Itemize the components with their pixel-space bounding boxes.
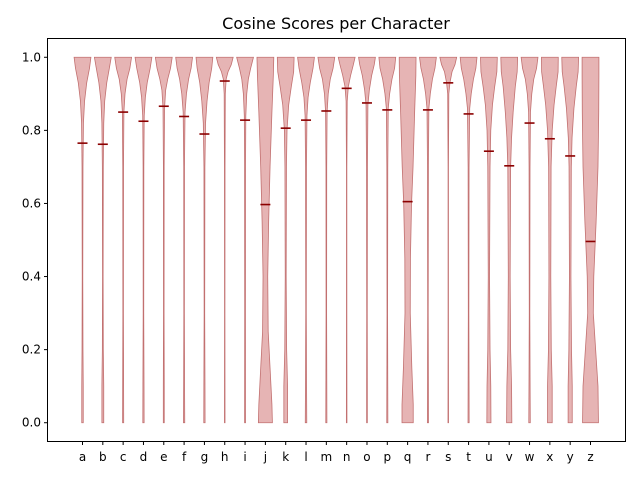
violin-h <box>215 56 234 424</box>
medians-group <box>77 80 596 243</box>
y-axis: 0.0 0.2 0.4 0.6 0.8 1.0 <box>22 50 48 430</box>
violin-k <box>276 56 295 424</box>
y-tick-label-0.4: 0.4 <box>22 270 41 284</box>
violin-r <box>419 56 437 424</box>
y-tick-label-0.2: 0.2 <box>22 343 41 357</box>
violin-p <box>378 56 397 424</box>
violin-n <box>337 56 356 424</box>
x-tick-label-f: f <box>182 450 187 464</box>
x-tick-label-w: w <box>525 450 535 464</box>
x-tick-label-i: i <box>243 450 246 464</box>
x-tick-label-e: e <box>160 450 167 464</box>
violin-o <box>358 56 376 424</box>
x-tick-label-y: y <box>567 450 574 464</box>
violin-d <box>134 56 153 424</box>
x-tick-label-g: g <box>201 450 209 464</box>
violin-m <box>317 56 336 424</box>
violin-q <box>398 56 417 424</box>
violin-g <box>195 56 214 424</box>
violin-c <box>114 56 133 424</box>
x-tick-label-r: r <box>425 450 430 464</box>
y-tick-label-0.0: 0.0 <box>22 416 41 430</box>
x-tick-label-k: k <box>282 450 289 464</box>
x-tick-label-m: m <box>320 450 332 464</box>
x-tick-label-l: l <box>304 450 307 464</box>
chart-title: Cosine Scores per Character <box>222 14 450 33</box>
violin-u <box>480 56 498 424</box>
y-tick-label-0.8: 0.8 <box>22 123 41 137</box>
violin-e <box>154 56 173 424</box>
x-tick-label-u: u <box>485 450 493 464</box>
x-tick-label-v: v <box>506 450 513 464</box>
violin-w <box>520 56 539 424</box>
x-tick-label-z: z <box>587 450 593 464</box>
violin-t <box>459 56 478 424</box>
x-tick-label-s: s <box>445 450 451 464</box>
violin-v <box>500 56 519 424</box>
violin-x <box>541 56 559 424</box>
x-tick-label-x: x <box>546 450 553 464</box>
x-tick-label-a: a <box>79 450 86 464</box>
x-tick-label-p: p <box>383 450 391 464</box>
x-tick-label-n: n <box>343 450 351 464</box>
y-tick-label-1.0: 1.0 <box>22 50 41 64</box>
y-tick-label-0.6: 0.6 <box>22 196 41 210</box>
violin-z <box>581 56 600 424</box>
x-tick-label-d: d <box>140 450 148 464</box>
violin-j <box>256 56 275 424</box>
x-tick-label-h: h <box>221 450 229 464</box>
x-tick-label-q: q <box>404 450 412 464</box>
violin-b <box>93 56 112 424</box>
violins-group <box>73 56 600 424</box>
x-tick-label-b: b <box>99 450 107 464</box>
x-tick-label-o: o <box>363 450 370 464</box>
plot-frame <box>47 38 626 442</box>
violin-i <box>236 56 254 424</box>
violin-l <box>297 56 315 424</box>
x-tick-label-t: t <box>466 450 471 464</box>
violin-a <box>73 56 92 424</box>
violin-s <box>439 56 458 424</box>
violin-f <box>175 56 193 424</box>
violin-y <box>561 56 580 424</box>
x-tick-label-j: j <box>263 450 267 464</box>
x-tick-label-c: c <box>120 450 127 464</box>
